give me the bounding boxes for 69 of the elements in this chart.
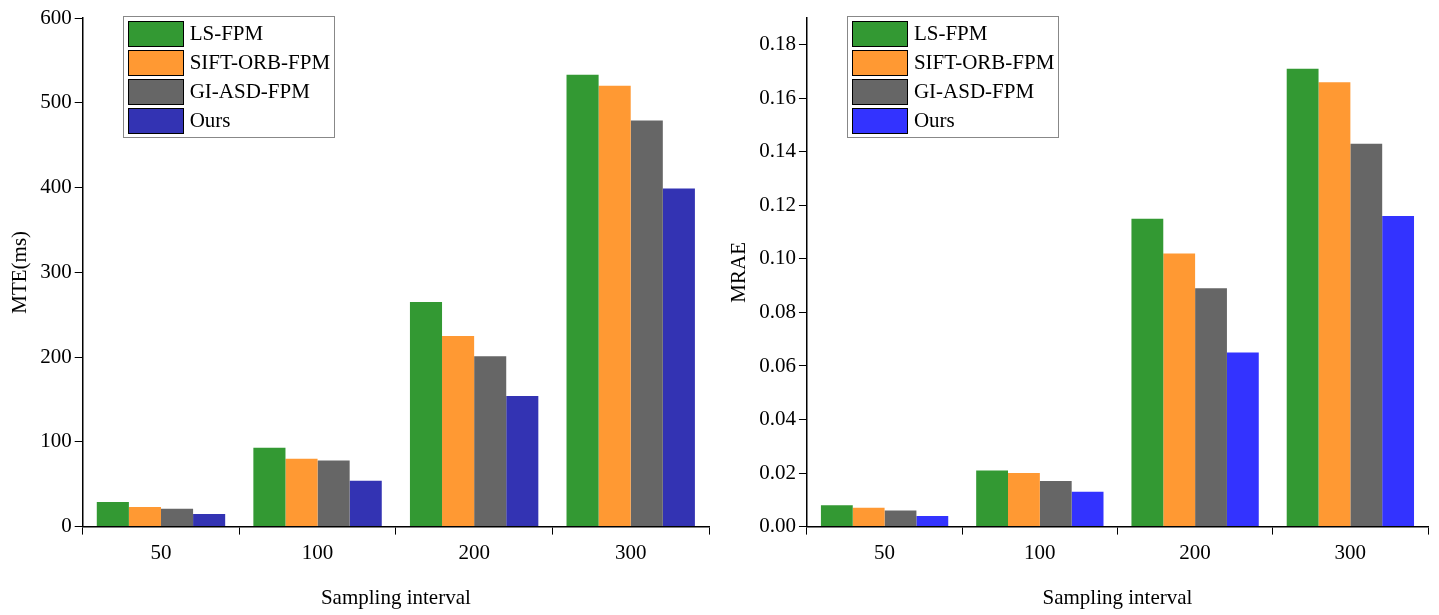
y-tick-label: 0.10 — [759, 245, 796, 270]
bar — [916, 515, 949, 527]
bar — [193, 513, 226, 527]
bar — [1382, 216, 1415, 527]
x-tick-label: 200 — [458, 539, 490, 564]
bar — [976, 470, 1009, 527]
y-tick-label: 0.16 — [759, 84, 796, 109]
bar — [1286, 68, 1319, 527]
bar — [1350, 143, 1383, 527]
bar — [662, 188, 695, 527]
y-tick-label: 0.08 — [759, 298, 796, 323]
legend-label: GI-ASD-FPM — [189, 79, 310, 104]
y-tick-label: 0.02 — [759, 459, 796, 484]
y-tick-label: 500 — [40, 89, 72, 114]
y-tick-label: 300 — [40, 258, 72, 283]
bar — [1131, 218, 1164, 527]
bar — [128, 507, 161, 527]
bar — [884, 510, 917, 527]
y-tick-label: 200 — [40, 343, 72, 368]
bar — [349, 480, 382, 527]
legend-label: LS-FPM — [913, 21, 988, 46]
bar — [566, 74, 599, 527]
legend-label: Ours — [189, 108, 231, 133]
bar — [1195, 288, 1227, 527]
y-tick-label: 100 — [40, 428, 72, 453]
y-tick-label: 0.06 — [759, 352, 796, 377]
y-tick-label: 0 — [61, 513, 72, 538]
bar — [96, 502, 129, 527]
x-tick-label: 50 — [150, 539, 172, 564]
bar — [1071, 491, 1104, 527]
legend-label: LS-FPM — [189, 21, 264, 46]
legend-label: GI-ASD-FPM — [913, 79, 1035, 104]
bar — [253, 447, 286, 527]
y-tick-label: 600 — [40, 4, 72, 29]
bar — [409, 301, 443, 527]
bar — [474, 356, 507, 527]
y-axis-title: MRAE — [726, 241, 751, 303]
x-axis-title: Sampling interval — [320, 584, 471, 609]
x-tick-label: 100 — [1024, 539, 1056, 564]
bar — [442, 335, 475, 527]
bar — [1008, 473, 1040, 527]
legend-label: Ours — [913, 108, 955, 133]
y-tick-label: 0.18 — [759, 31, 796, 56]
bar — [506, 396, 539, 527]
y-tick-label: 0.12 — [759, 191, 796, 216]
bar — [1163, 253, 1196, 527]
bar — [1226, 352, 1259, 527]
bar — [852, 507, 885, 527]
x-tick-label: 300 — [614, 539, 647, 564]
bar — [285, 458, 318, 527]
x-tick-label: 50 — [874, 539, 896, 564]
bar — [1039, 481, 1072, 527]
x-axis-title: Sampling interval — [1042, 584, 1193, 609]
bar — [1318, 82, 1351, 527]
legend-label: SIFT-ORB-FPM — [913, 50, 1055, 75]
bar — [317, 460, 350, 527]
x-tick-label: 300 — [1334, 539, 1367, 564]
bar — [598, 85, 631, 527]
y-axis-title: MTE(ms) — [7, 230, 32, 314]
bar — [630, 120, 663, 527]
y-tick-label: 0.00 — [759, 513, 796, 538]
bar — [820, 505, 853, 527]
x-tick-label: 200 — [1179, 539, 1211, 564]
x-tick-label: 100 — [301, 539, 334, 564]
legend-label: SIFT-ORB-FPM — [189, 50, 331, 75]
y-tick-label: 0.14 — [759, 138, 797, 163]
y-tick-label: 400 — [40, 174, 72, 199]
y-tick-label: 0.04 — [759, 406, 797, 431]
bar — [160, 508, 194, 527]
